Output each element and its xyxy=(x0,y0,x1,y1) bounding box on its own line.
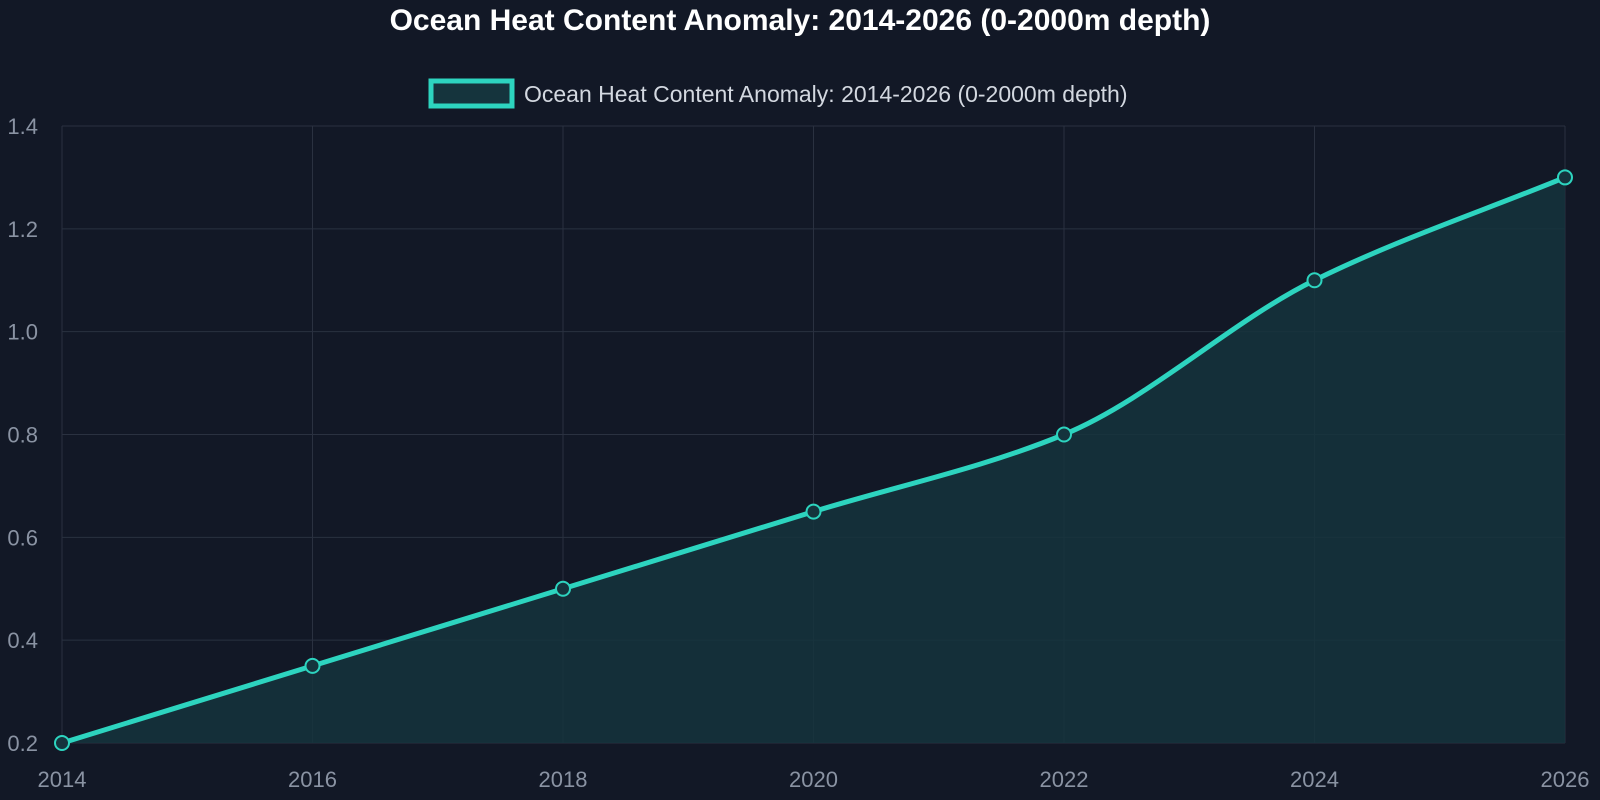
y-tick-label: 0.8 xyxy=(7,423,38,448)
data-point[interactable] xyxy=(1557,169,1573,186)
data-point[interactable] xyxy=(805,503,822,520)
area-layer xyxy=(62,177,1565,743)
data-point[interactable] xyxy=(555,580,571,597)
data-point[interactable] xyxy=(1306,272,1323,289)
data-point[interactable] xyxy=(54,735,70,751)
series-area xyxy=(62,177,1565,743)
x-tick-label: 2014 xyxy=(38,767,87,792)
x-tick-label: 2020 xyxy=(789,767,838,792)
x-axis-ticks: 2014 2016 2018 2020 2022 2024 2026 xyxy=(38,767,1590,792)
data-point[interactable] xyxy=(1056,426,1072,443)
chart-title: Ocean Heat Content Anomaly: 2014-2026 (0… xyxy=(390,4,1211,37)
x-tick-label: 2016 xyxy=(288,767,337,792)
y-tick-label: 0.4 xyxy=(7,628,38,653)
y-tick-label: 0.6 xyxy=(7,525,38,550)
data-point[interactable] xyxy=(304,657,321,674)
y-tick-label: 1.2 xyxy=(7,217,38,242)
x-tick-label: 2026 xyxy=(1541,767,1590,792)
x-tick-label: 2024 xyxy=(1290,767,1339,792)
x-tick-label: 2022 xyxy=(1040,767,1089,792)
y-tick-label: 0.2 xyxy=(7,731,38,756)
y-axis-ticks: 0.2 0.4 0.6 0.8 1.0 1.2 1.4 xyxy=(7,114,38,756)
legend-label: Ocean Heat Content Anomaly: 2014-2026 (0… xyxy=(524,81,1128,107)
y-tick-label: 1.4 xyxy=(7,114,38,139)
legend-swatch xyxy=(428,78,515,109)
points-layer xyxy=(54,169,1573,751)
x-tick-label: 2018 xyxy=(539,767,588,792)
y-tick-label: 1.0 xyxy=(7,320,38,345)
legend[interactable]: Ocean Heat Content Anomaly: 2014-2026 (0… xyxy=(428,78,1128,109)
